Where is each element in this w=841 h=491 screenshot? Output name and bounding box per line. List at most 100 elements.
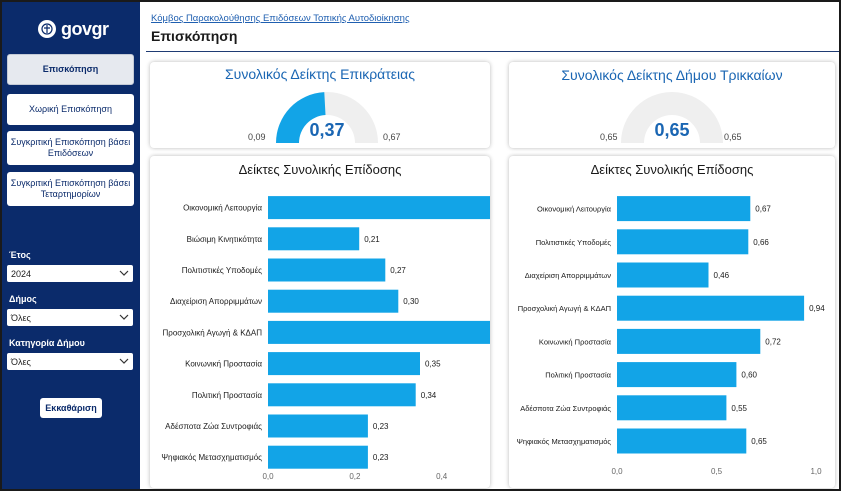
x-tick-label: 0,2 [349, 472, 361, 481]
category-label: Πολιτική Προστασία [192, 391, 263, 400]
data-label: 0,34 [421, 391, 437, 400]
category-label: Βιώσιμη Κινητικότητα [187, 235, 263, 244]
data-label: 0,46 [714, 271, 730, 280]
x-tick-label: 0,5 [711, 467, 723, 476]
greek-emblem-icon [38, 20, 56, 38]
category-label: Πολιτική Προστασία [545, 371, 611, 380]
nav-compare-quartiles-button[interactable]: Συγκριτική Επισκόπηση βάσει Τεταρτημορίω… [7, 172, 134, 206]
chart-national-card: Δείκτες Συνολικής Επίδοσης Οικονομική Λε… [150, 156, 490, 488]
category-label: Κατηγορία Δήμου [9, 338, 85, 348]
category-label: Ψηφιακός Μετασχηματισμός [517, 437, 612, 446]
x-tick-label: 0,0 [262, 472, 274, 481]
gauge-national-value: 0,37 [309, 120, 345, 140]
data-label: 0,21 [364, 235, 380, 244]
category-label: Πολιτιστικές Υποδομές [182, 266, 262, 275]
govgr-logo[interactable]: govgr [38, 18, 109, 40]
data-label: 0,66 [753, 238, 769, 247]
gauge-national-fill [276, 92, 326, 143]
chevron-down-icon [119, 358, 129, 364]
year-select[interactable]: 2024 [7, 265, 133, 282]
category-select-value: Όλες [11, 356, 31, 367]
data-label: 0,94 [809, 304, 825, 313]
gauge-national-svg [276, 92, 378, 143]
gauge-trikala-track [621, 92, 723, 143]
chart-trikala-title: Δείκτες Συνολικής Επίδοσης [590, 162, 754, 177]
sidebar: govgr Επισκόπηση Χωρική Επισκόπηση Συγκρ… [2, 2, 140, 489]
nav-spatial-button[interactable]: Χωρική Επισκόπηση [7, 94, 134, 125]
chart-trikala-card: Δείκτες Συνολικής Επίδοσης Οικονομική Λε… [509, 156, 835, 488]
bar [268, 445, 368, 469]
data-label: 0,27 [390, 266, 406, 275]
municipality-select-value: Όλες [11, 312, 31, 323]
nav-compare-performance-button[interactable]: Συγκριτική Επισκόπηση βάσει Επιδόσεων [7, 131, 134, 165]
category-label: Πολιτιστικές Υποδομές [536, 238, 612, 247]
gauge-trikala-max: 0,65 [724, 132, 742, 142]
category-label: Κοινωνική Προστασία [539, 337, 612, 346]
year-select-value: 2024 [11, 268, 32, 279]
category-label: Προσχολική Αγωγή & ΚΔΑΠ [163, 328, 263, 337]
data-label: 0,65 [751, 437, 767, 446]
bar [268, 352, 420, 376]
bar [617, 295, 805, 321]
bar [268, 289, 399, 313]
chart-national-title: Δείκτες Συνολικής Επίδοσης [238, 162, 402, 177]
gauge-trikala-value: 0,65 [654, 120, 690, 140]
gauge-national-max: 0,67 [383, 132, 401, 142]
category-label: Προσχολική Αγωγή & ΚΔΑΠ [518, 304, 611, 313]
gauge-national-min: 0,09 [248, 132, 266, 142]
gauge-trikala-min: 0,65 [600, 132, 618, 142]
header-divider [146, 51, 839, 52]
category-label: Ψηφιακός Μετασχηματισμός [161, 453, 262, 462]
data-label: 0,23 [373, 422, 389, 431]
bar [617, 196, 751, 222]
page-title: Επισκόπηση [151, 28, 238, 44]
clear-filters-button[interactable]: Εκκαθάριση [40, 398, 102, 418]
breadcrumb-link[interactable]: Κόμβος Παρακολούθησης Επιδόσεων Τοπικής … [151, 13, 410, 24]
chevron-down-icon [119, 270, 129, 276]
gauge-trikala-svg [621, 92, 723, 143]
chevron-down-icon [119, 314, 129, 320]
bar [268, 258, 386, 282]
bar [268, 196, 490, 220]
bar [617, 395, 727, 421]
bar [617, 229, 749, 255]
x-tick-label: 0,0 [611, 467, 623, 476]
data-label: 0,30 [403, 297, 419, 306]
category-label: Διαχείριση Απορριμμάτων [525, 271, 611, 280]
category-label: Αδέσποτα Ζώα Συντροφιάς [520, 404, 611, 413]
category-label: Οικονομική Λειτουργία [537, 205, 612, 214]
gauge-national-card: Συνολικός Δείκτης Επικράτειας 0,09 0,37 … [150, 62, 490, 148]
bar [268, 320, 490, 344]
bar [268, 383, 416, 407]
chart-trikala-svg: Οικονομική Λειτουργία 0,67 Πολιτιστικές Υπ… [517, 196, 825, 476]
category-label: Κοινωνική Προστασία [185, 360, 262, 369]
category-label: Αδέσποτα Ζώα Συντροφιάς [165, 422, 262, 431]
gauge-trikala-title: Συνολικός Δείκτης Δήμου Τρικκαίων [561, 67, 783, 83]
nav-overview-button[interactable]: Επισκόπηση [7, 54, 134, 85]
municipality-select[interactable]: Όλες [7, 309, 133, 326]
category-label: Διαχείριση Απορριμμάτων [170, 297, 262, 306]
bar [617, 262, 709, 288]
gauge-national-title: Συνολικός Δείκτης Επικράτειας [225, 66, 415, 82]
data-label: 0,72 [765, 337, 781, 346]
data-label: 0,35 [425, 360, 441, 369]
category-label: Οικονομική Λειτουργία [183, 204, 262, 213]
bar [617, 428, 747, 454]
x-tick-label: 0,4 [436, 472, 448, 481]
bar [268, 227, 360, 251]
data-label: 0,23 [373, 453, 389, 462]
bar [617, 328, 761, 354]
data-label: 0,60 [741, 371, 757, 380]
logo-text: govgr [61, 18, 109, 39]
header-blank-area [482, 5, 839, 33]
year-label: Έτος [9, 250, 31, 260]
bar [617, 362, 737, 388]
category-select[interactable]: Όλες [7, 353, 133, 370]
data-label: 0,55 [731, 404, 747, 413]
gauge-trikala-card: Συνολικός Δείκτης Δήμου Τρικκαίων 0,65 0… [509, 62, 835, 148]
data-label: 0,67 [755, 205, 771, 214]
bar [268, 414, 368, 438]
x-tick-label: 1,0 [810, 467, 822, 476]
